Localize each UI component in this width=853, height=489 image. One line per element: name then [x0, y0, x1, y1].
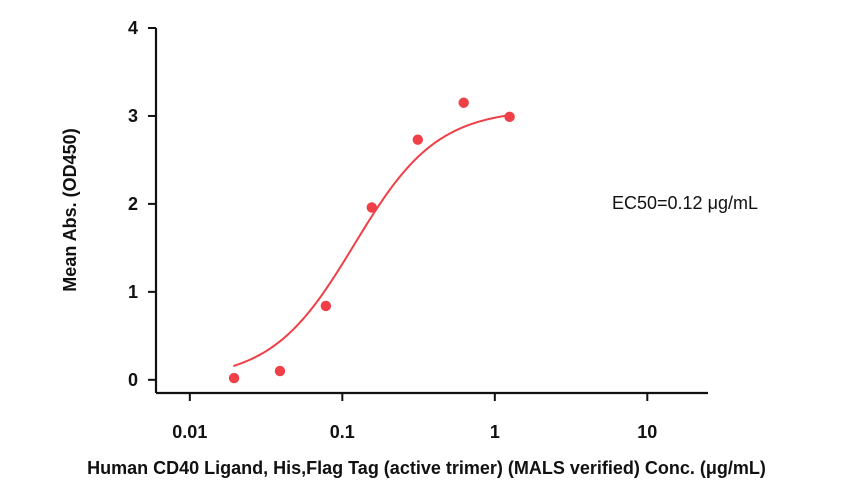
data-point [228, 372, 240, 384]
y-tick-label: 0 [128, 370, 138, 390]
data-point [274, 365, 286, 377]
fit-curve-group [233, 114, 511, 367]
data-point [504, 111, 515, 123]
data-point [320, 300, 332, 312]
y-tick-label: 4 [128, 18, 138, 38]
x-tick-label: 0.1 [330, 422, 355, 442]
data-point [412, 134, 423, 145]
x-tick-label: 0.01 [172, 422, 207, 442]
data-point [366, 202, 377, 213]
y-axis-title: Mean Abs. (OD450) [60, 128, 80, 291]
y-tick-label: 3 [128, 106, 138, 126]
y-axis: 0 1 2 3 4 [128, 18, 158, 393]
fit-curve-line [233, 114, 511, 367]
data-points [228, 97, 515, 384]
x-tick-label: 1 [490, 422, 500, 442]
y-tick-label: 1 [128, 282, 138, 302]
x-tick-label: 10 [637, 422, 657, 442]
x-axis-title: Human CD40 Ligand, His,Flag Tag (active … [87, 458, 766, 478]
data-point [458, 97, 469, 108]
x-axis: 0.01 0.1 1 10 [156, 391, 708, 442]
ec50-annotation: EC50=0.12 μg/mL [612, 193, 758, 213]
y-tick-label: 2 [128, 194, 138, 214]
